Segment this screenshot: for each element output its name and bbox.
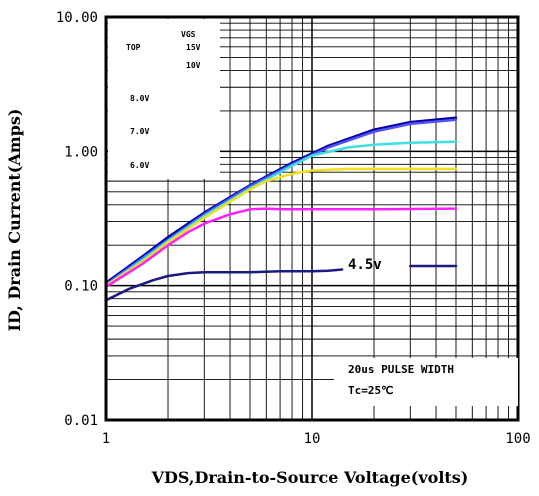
legend-entry: 7.0V: [130, 127, 149, 136]
y-tick-label: 1.00: [64, 144, 98, 160]
series-line-6: [104, 268, 344, 302]
annotation-pulse-width: 20us PULSE WIDTH: [348, 363, 454, 376]
conditions-box: [334, 358, 518, 406]
grid: [106, 17, 518, 420]
legend-box: [108, 19, 220, 179]
x-axis-label: VDS,Drain-to-Source Voltage(volts): [151, 468, 469, 487]
annotation-4-5v: 4.5v: [348, 257, 382, 273]
legend-header: VGS: [181, 30, 196, 39]
series-line-5: [104, 207, 458, 289]
plot-frame: [104, 15, 520, 422]
legend-entry: 15V: [186, 43, 201, 52]
y-tick-label: 0.10: [64, 279, 98, 295]
y-axis-label: ID, Drain Current(Amps): [5, 109, 24, 332]
annotation-tc: Tc=25℃: [348, 384, 393, 397]
series-line-2: [104, 118, 458, 286]
series-line-4: [104, 167, 458, 287]
tick-labels: 1 10 100 0.01 0.10 1.00 10.00: [56, 10, 531, 447]
series-group: [104, 116, 458, 302]
x-tick-label: 100: [505, 431, 530, 447]
legend-top-label: TOP: [126, 43, 141, 52]
legend-entry: 10V: [186, 61, 201, 70]
y-tick-label: 10.00: [56, 10, 98, 26]
legend: VGS TOP 15V 10V 8.0V 7.0V 6.0V: [126, 30, 201, 170]
legend-entry: 8.0V: [130, 94, 149, 103]
y-tick-label: 0.01: [64, 413, 98, 429]
legend-entry: 6.0V: [130, 161, 149, 170]
x-tick-label: 1: [102, 431, 110, 447]
x-tick-label: 10: [304, 431, 321, 447]
